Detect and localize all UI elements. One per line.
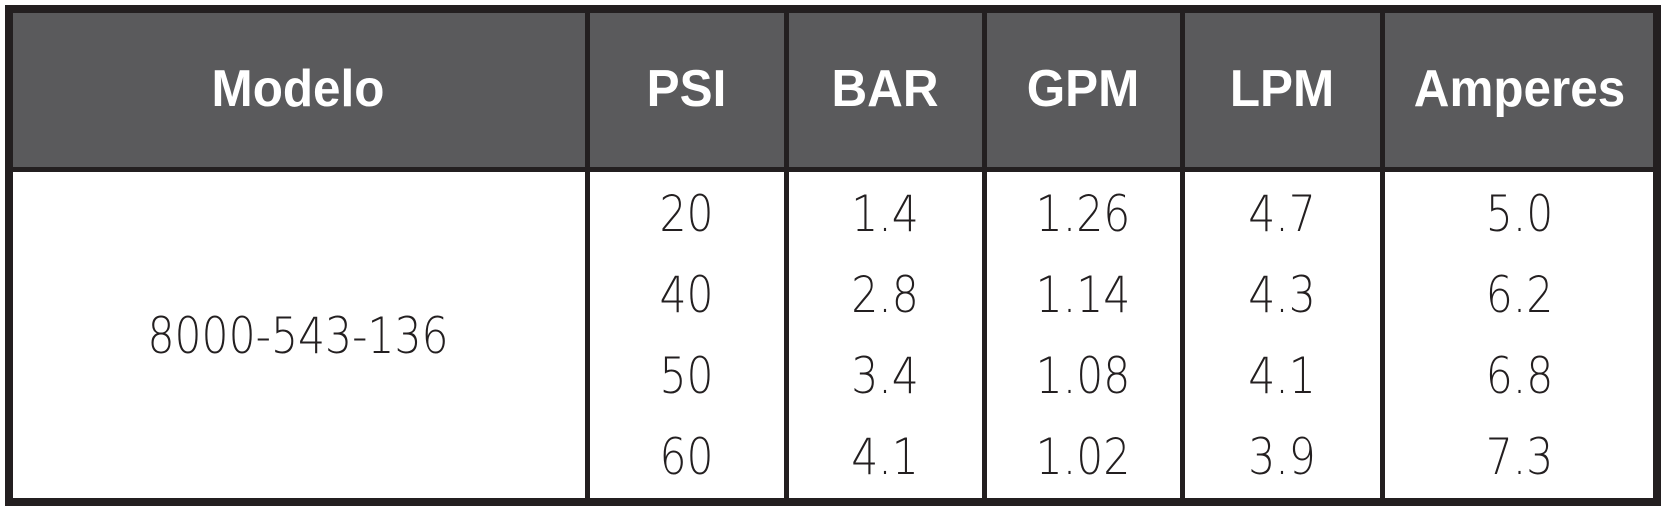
data-cell: 4.3 [1248,266,1316,325]
header-cell: LPM [1229,60,1335,118]
bottom-border [5,498,1661,506]
data-cell: 1.26 [1035,185,1131,244]
header-cell: BAR [831,60,939,118]
column-border [1653,5,1661,506]
data-cell: 1.14 [1035,266,1131,325]
column-border [981,5,987,506]
data-cell: 4.7 [1248,185,1316,244]
top-border [5,5,1661,13]
data-cell: 1.08 [1035,346,1131,405]
header-border [5,167,1661,172]
data-cell: 2.8 [851,266,919,325]
data-cell: 1.02 [1035,427,1131,486]
header-cell: Modelo [211,60,385,118]
header-cell: Amperes [1413,60,1626,118]
column-border [584,5,590,506]
model-cell: 8000-543-136 [147,306,449,365]
data-cell: 40 [659,266,714,325]
header-cell: GPM [1026,60,1140,118]
column-border [1379,5,1385,506]
data-cell: 6.2 [1485,266,1554,325]
column-border [5,5,13,506]
header-cell: PSI [646,60,727,118]
data-cell: 3.9 [1248,427,1316,486]
data-cell: 3.4 [851,346,919,405]
data-cell: 7.3 [1485,427,1554,486]
data-cell: 4.1 [851,427,919,486]
data-cell: 1.4 [851,185,919,244]
data-cell: 20 [659,185,714,244]
data-cell: 60 [659,427,714,486]
data-cell: 50 [659,346,714,405]
column-border [783,5,789,506]
column-border [1179,5,1185,506]
data-cell: 4.1 [1248,346,1316,405]
data-cell: 6.8 [1485,346,1554,405]
data-cell: 5.0 [1485,185,1554,244]
